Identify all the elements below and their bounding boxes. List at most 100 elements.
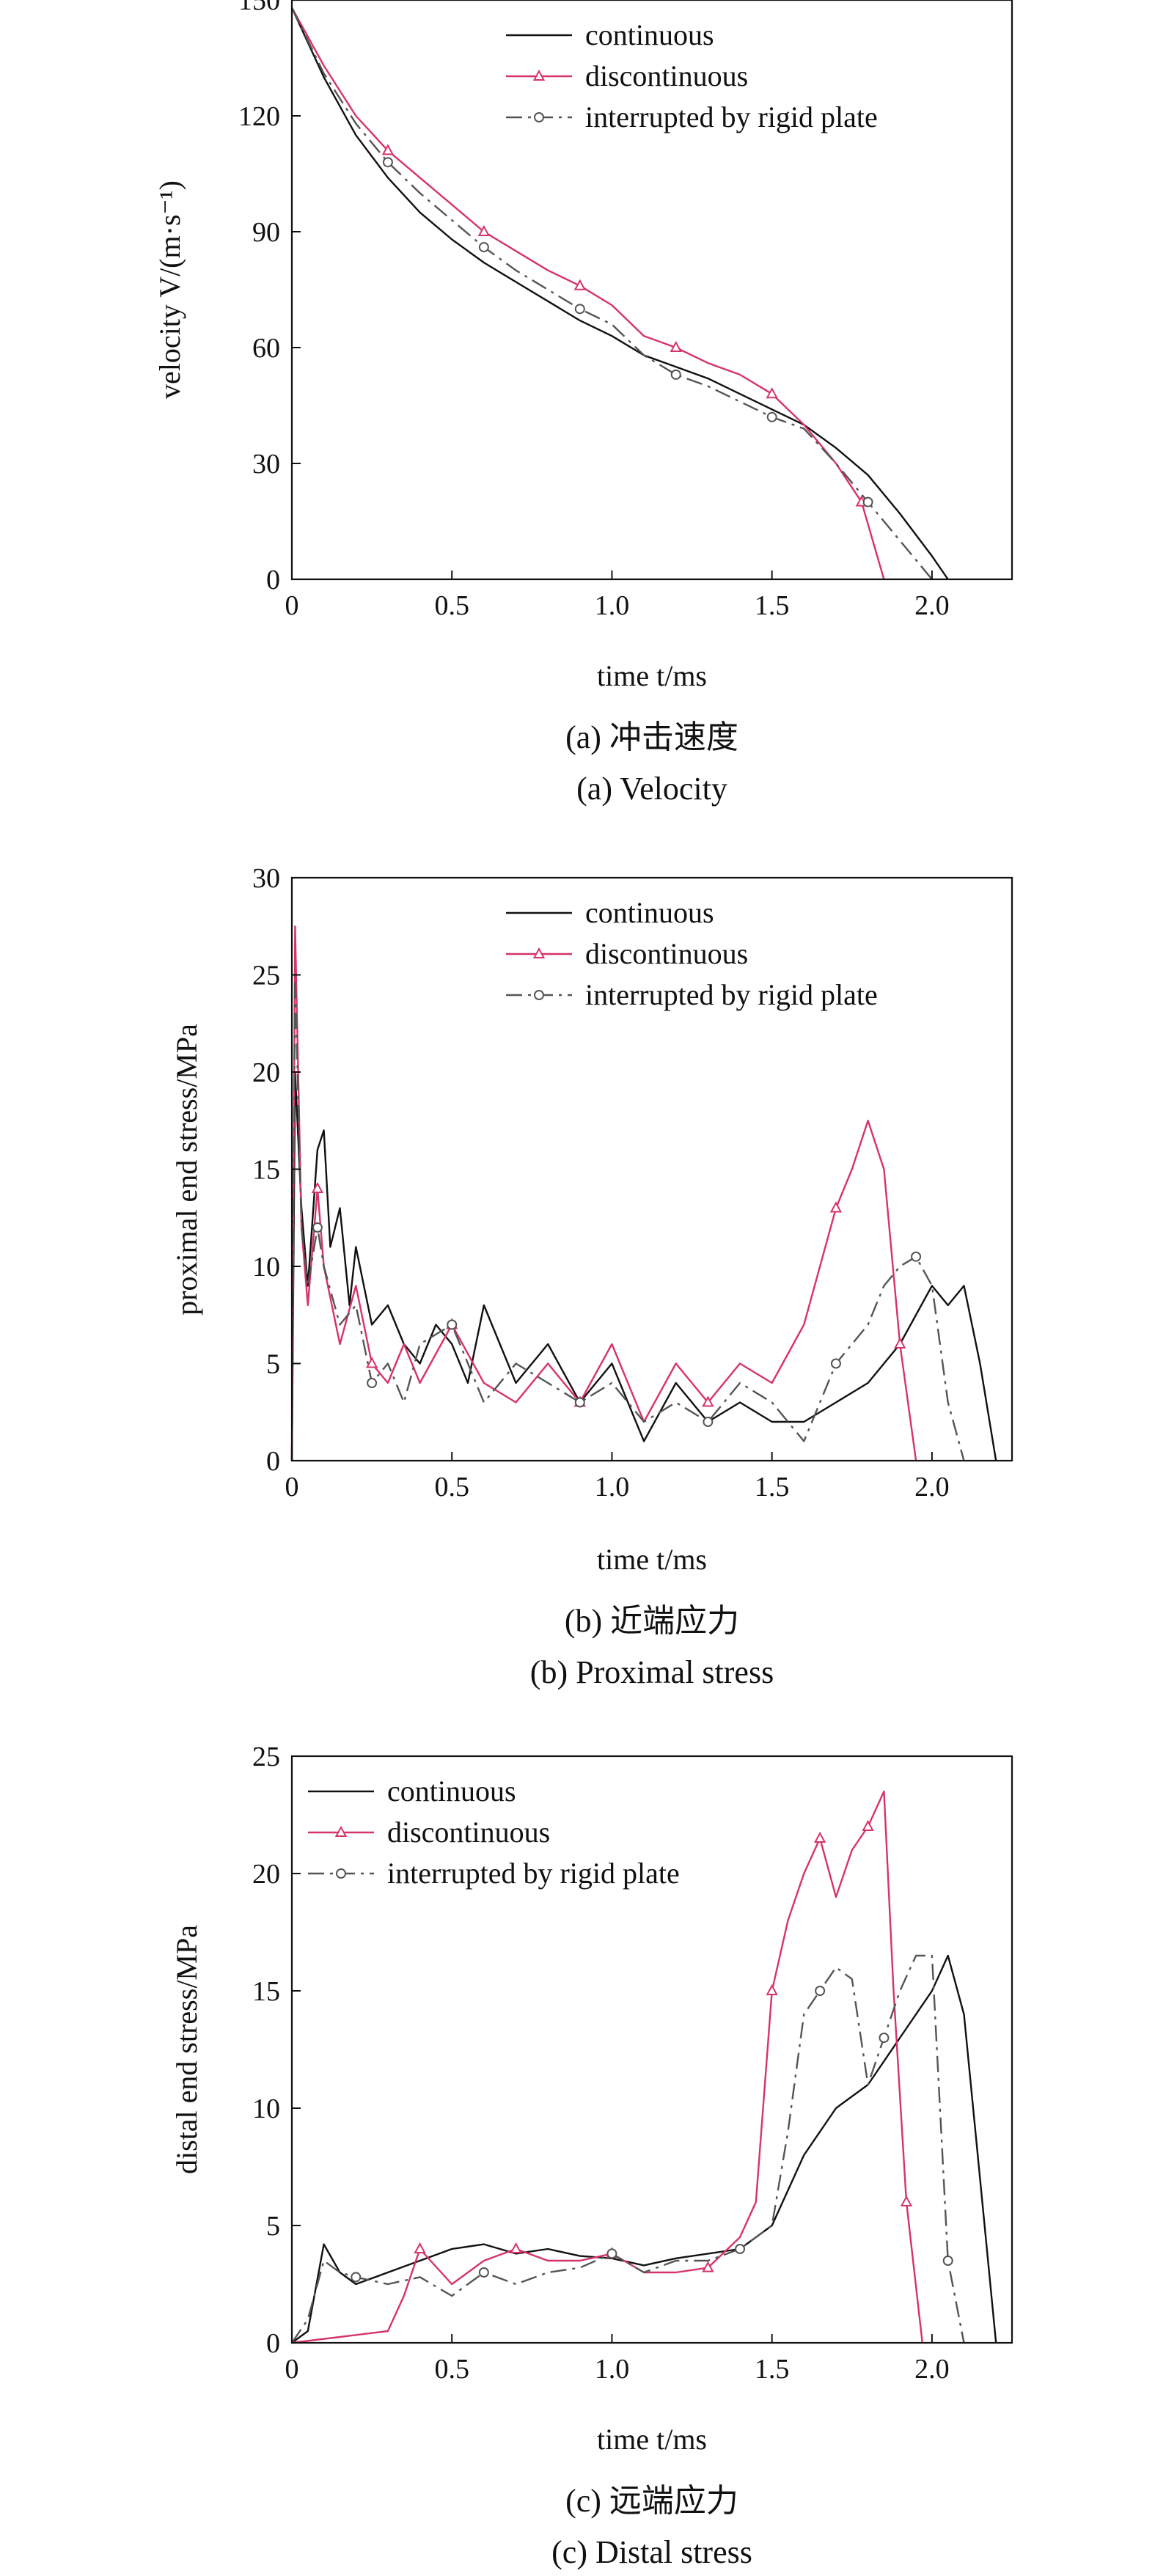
data-point-marker [574,1397,585,1408]
y-tick-label: 60 [252,333,280,364]
y-tick-label: 20 [252,1859,280,1890]
y-tick-label: 120 [238,101,280,132]
data-point-marker [879,2033,890,2043]
x-tick-label: 2.0 [914,1472,950,1502]
legend-label: continuous [387,1775,516,1808]
x-tick-label: 0.5 [434,590,469,621]
x-axis-label: time t/ms [597,1543,707,1576]
legend-marker [532,947,546,958]
data-point-marker [351,2272,362,2283]
data-point-marker [670,340,682,352]
legend: continuous discontinuous interrupted by ri… [506,18,878,133]
legend-marker [534,990,544,1000]
proximal-stress-panel: 0 0.5 1.0 1.5 2.0 0 5 10 15 20 25 30 proximal end s… [170,863,1013,1690]
data-point-marker [702,2261,714,2272]
x-tick-label: 1.0 [595,2354,630,2385]
caption-en: (a) Velocity [576,771,727,807]
x-tick-label: 1.5 [755,590,790,621]
x-tick-label: 0 [285,590,299,621]
data-point-marker [813,1831,826,1843]
x-tick-label: 1.5 [755,2354,790,2385]
x-axis-label: time t/ms [597,659,707,692]
caption-en: (b) Proximal stress [530,1654,774,1690]
data-point-marker [381,144,395,155]
y-tick-label: 150 [238,0,280,16]
y-tick-label: 5 [266,2211,280,2242]
y-axis-label: distal end stress/MPa [170,1925,203,2174]
data-point-marker [382,157,393,168]
x-tick-label: 0 [285,1472,299,1502]
caption-cn: (b) 近端应力 [565,1603,739,1639]
data-point-marker [900,2195,913,2206]
legend-label: interrupted by rigid plate [387,1857,680,1890]
y-tick-label: 90 [252,217,280,248]
data-point-marker [766,411,777,422]
x-tick-label: 0.5 [434,2354,469,2385]
legend-marker [334,1825,348,1837]
series-line-interrupted-by-rigid-plate [290,7,933,580]
plot-frame [290,0,1013,581]
y-tick-label: 0 [266,565,280,595]
legend: continuous discontinuous interrupted by ri… [308,1775,680,1890]
y-tick-label: 10 [252,1252,280,1283]
data-point-marker [414,2242,426,2253]
caption-cn: (a) 冲击速度 [565,719,738,755]
y-tick-label: 0 [266,2328,280,2359]
data-point-marker [862,496,873,507]
data-point-marker [606,2248,617,2259]
data-point-marker [311,1181,324,1193]
x-tick-label: 1.5 [755,1472,790,1502]
y-tick-label: 5 [266,1349,280,1380]
series-line-discontinuous [290,925,917,1461]
series-line-continuous [291,1954,997,2344]
data-point-marker [942,2256,953,2266]
y-tick-label: 30 [252,449,280,480]
data-point-marker [573,279,586,290]
series-line-discontinuous [290,7,885,580]
y-tick-label: 10 [252,2094,280,2124]
legend-label: discontinuous [387,1816,550,1849]
velocity-panel: 0 0.5 1.0 1.5 2.0 0 30 60 90 120 150 velocity V/(m… [153,0,1013,807]
legend-label: continuous [585,896,714,929]
legend-label: interrupted by rigid plate [585,978,878,1011]
distal-stress-panel: 0 0.5 1.0 1.5 2.0 0 5 10 15 20 25 distal end stres… [170,1742,1013,2570]
y-tick-label: 25 [252,961,280,991]
caption-cn: (c) 远端应力 [565,2483,738,2519]
series-line-interrupted-by-rigid-plate [290,974,965,1461]
legend-marker [534,112,544,122]
data-point-marker [478,242,489,253]
data-point-marker [574,304,585,315]
data-point-marker [911,1251,922,1262]
data-point-marker [702,1395,714,1407]
data-point-marker [477,224,491,236]
data-point-marker [447,1319,458,1330]
caption-en: (c) Distal stress [551,2534,752,2570]
x-axis-label: time t/ms [597,2423,707,2456]
x-tick-label: 1.0 [595,590,630,621]
data-point-marker [670,369,681,380]
x-tick-label: 0.5 [434,1472,469,1502]
legend-marker [336,1868,346,1879]
data-point-marker [815,1986,826,1996]
y-tick-label: 15 [252,1155,280,1186]
series-line-continuous [290,1071,997,1461]
data-point-marker [367,1378,378,1388]
legend-label: discontinuous [585,59,748,92]
y-tick-label: 30 [252,863,280,894]
y-tick-label: 20 [252,1057,280,1088]
data-point-marker [830,1358,841,1369]
legend-marker [532,69,546,81]
x-tick-label: 0 [285,2354,299,2385]
y-axis-label: proximal end stress/MPa [170,1024,203,1315]
plot-frame [290,1755,1013,2344]
data-point-marker [478,2267,489,2278]
series-line-interrupted-by-rigid-plate [291,1954,965,2344]
data-point-marker [703,1417,714,1427]
legend-label: discontinuous [585,937,748,970]
data-point-marker [312,1222,323,1233]
x-tick-label: 2.0 [914,2354,950,2385]
data-point-marker [365,1357,378,1368]
series-line-continuous [290,7,949,580]
legend: continuous discontinuous interrupted by ri… [506,896,878,1011]
